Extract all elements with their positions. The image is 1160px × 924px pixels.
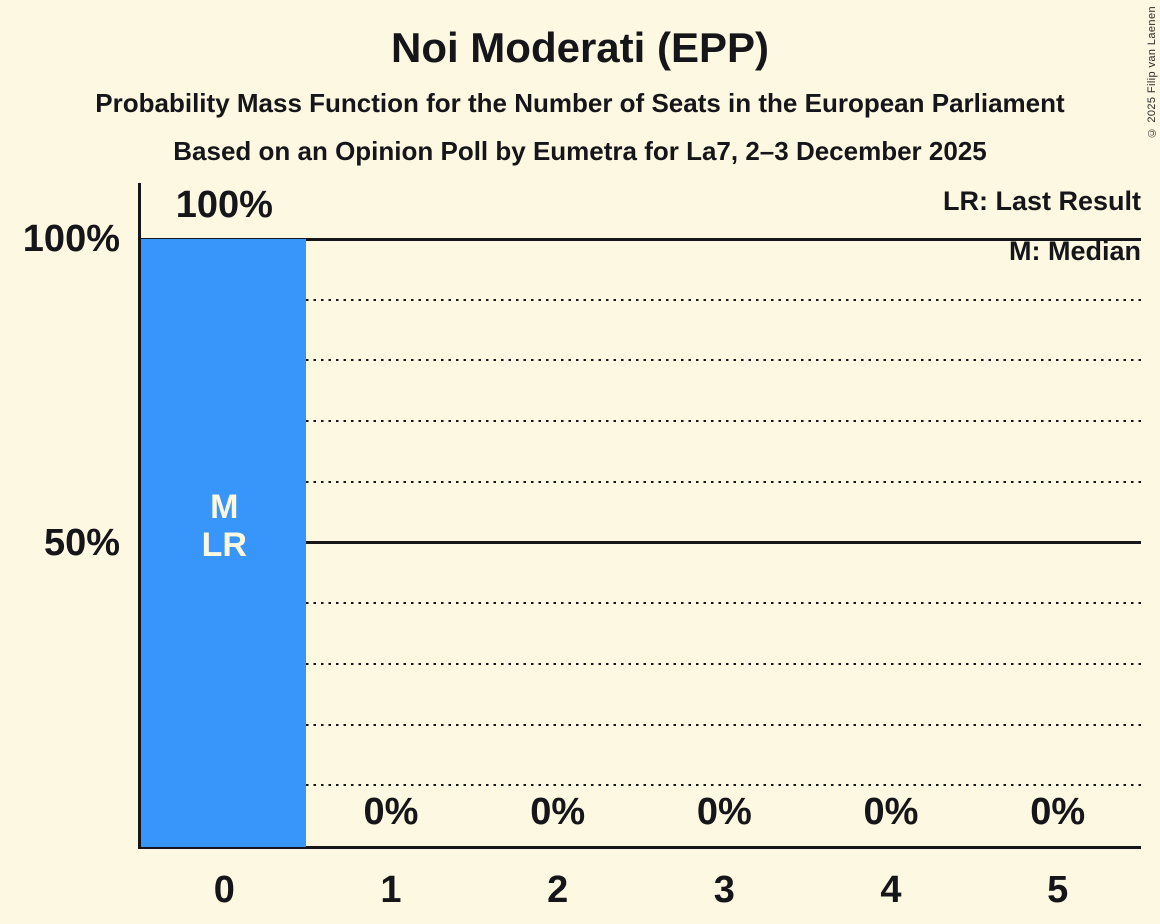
y-axis-line — [138, 183, 141, 849]
bar-value-label-3: 0% — [696, 791, 752, 833]
gridline-dotted-90 — [141, 298, 1141, 301]
y-tick-label-50: 50% — [43, 521, 120, 564]
bar-value-label-5: 0% — [1030, 791, 1086, 833]
gridline-dotted-40 — [141, 602, 1141, 605]
bar-value-label-0: 100% — [175, 184, 273, 226]
bar-value-label-4: 0% — [863, 791, 919, 833]
y-tick-label-100: 100% — [22, 218, 120, 260]
gridline-dotted-30 — [141, 662, 1141, 665]
x-axis-line — [138, 846, 1141, 849]
bar-value-label-2: 0% — [530, 791, 586, 833]
x-tick-label-0: 0 — [213, 869, 235, 911]
x-tick-label-5: 5 — [1047, 869, 1069, 911]
annotation-line-lr: LR — [201, 526, 247, 564]
x-tick-label-2: 2 — [547, 869, 569, 911]
copyright-notice: © 2025 Filip van Laenen — [1146, 6, 1158, 139]
gridline-solid-100 — [141, 237, 1141, 241]
median-last-result-annotation: M LR — [141, 488, 308, 564]
gridline-solid-50 — [141, 541, 1141, 544]
x-tick-label-4: 4 — [880, 869, 902, 911]
x-tick-label-3: 3 — [713, 869, 735, 911]
bar-value-label-1: 0% — [363, 791, 419, 833]
chart-poll-source: Based on an Opinion Poll by Eumetra for … — [173, 136, 987, 166]
x-tick-label-1: 1 — [380, 869, 402, 911]
legend-median: M: Median — [1009, 236, 1141, 266]
gridline-dotted-80 — [141, 359, 1141, 362]
chart-title: Noi Moderati (EPP) — [390, 24, 770, 71]
gridline-dotted-10 — [141, 784, 1141, 787]
annotation-line-m: M — [210, 488, 239, 526]
gridline-dotted-20 — [141, 723, 1141, 726]
gridline-dotted-70 — [141, 420, 1141, 423]
chart-subtitle: Probability Mass Function for the Number… — [95, 88, 1065, 118]
bar-seats-0 — [141, 239, 306, 847]
gridline-dotted-60 — [141, 480, 1141, 483]
legend-last-result: LR: Last Result — [942, 186, 1141, 216]
